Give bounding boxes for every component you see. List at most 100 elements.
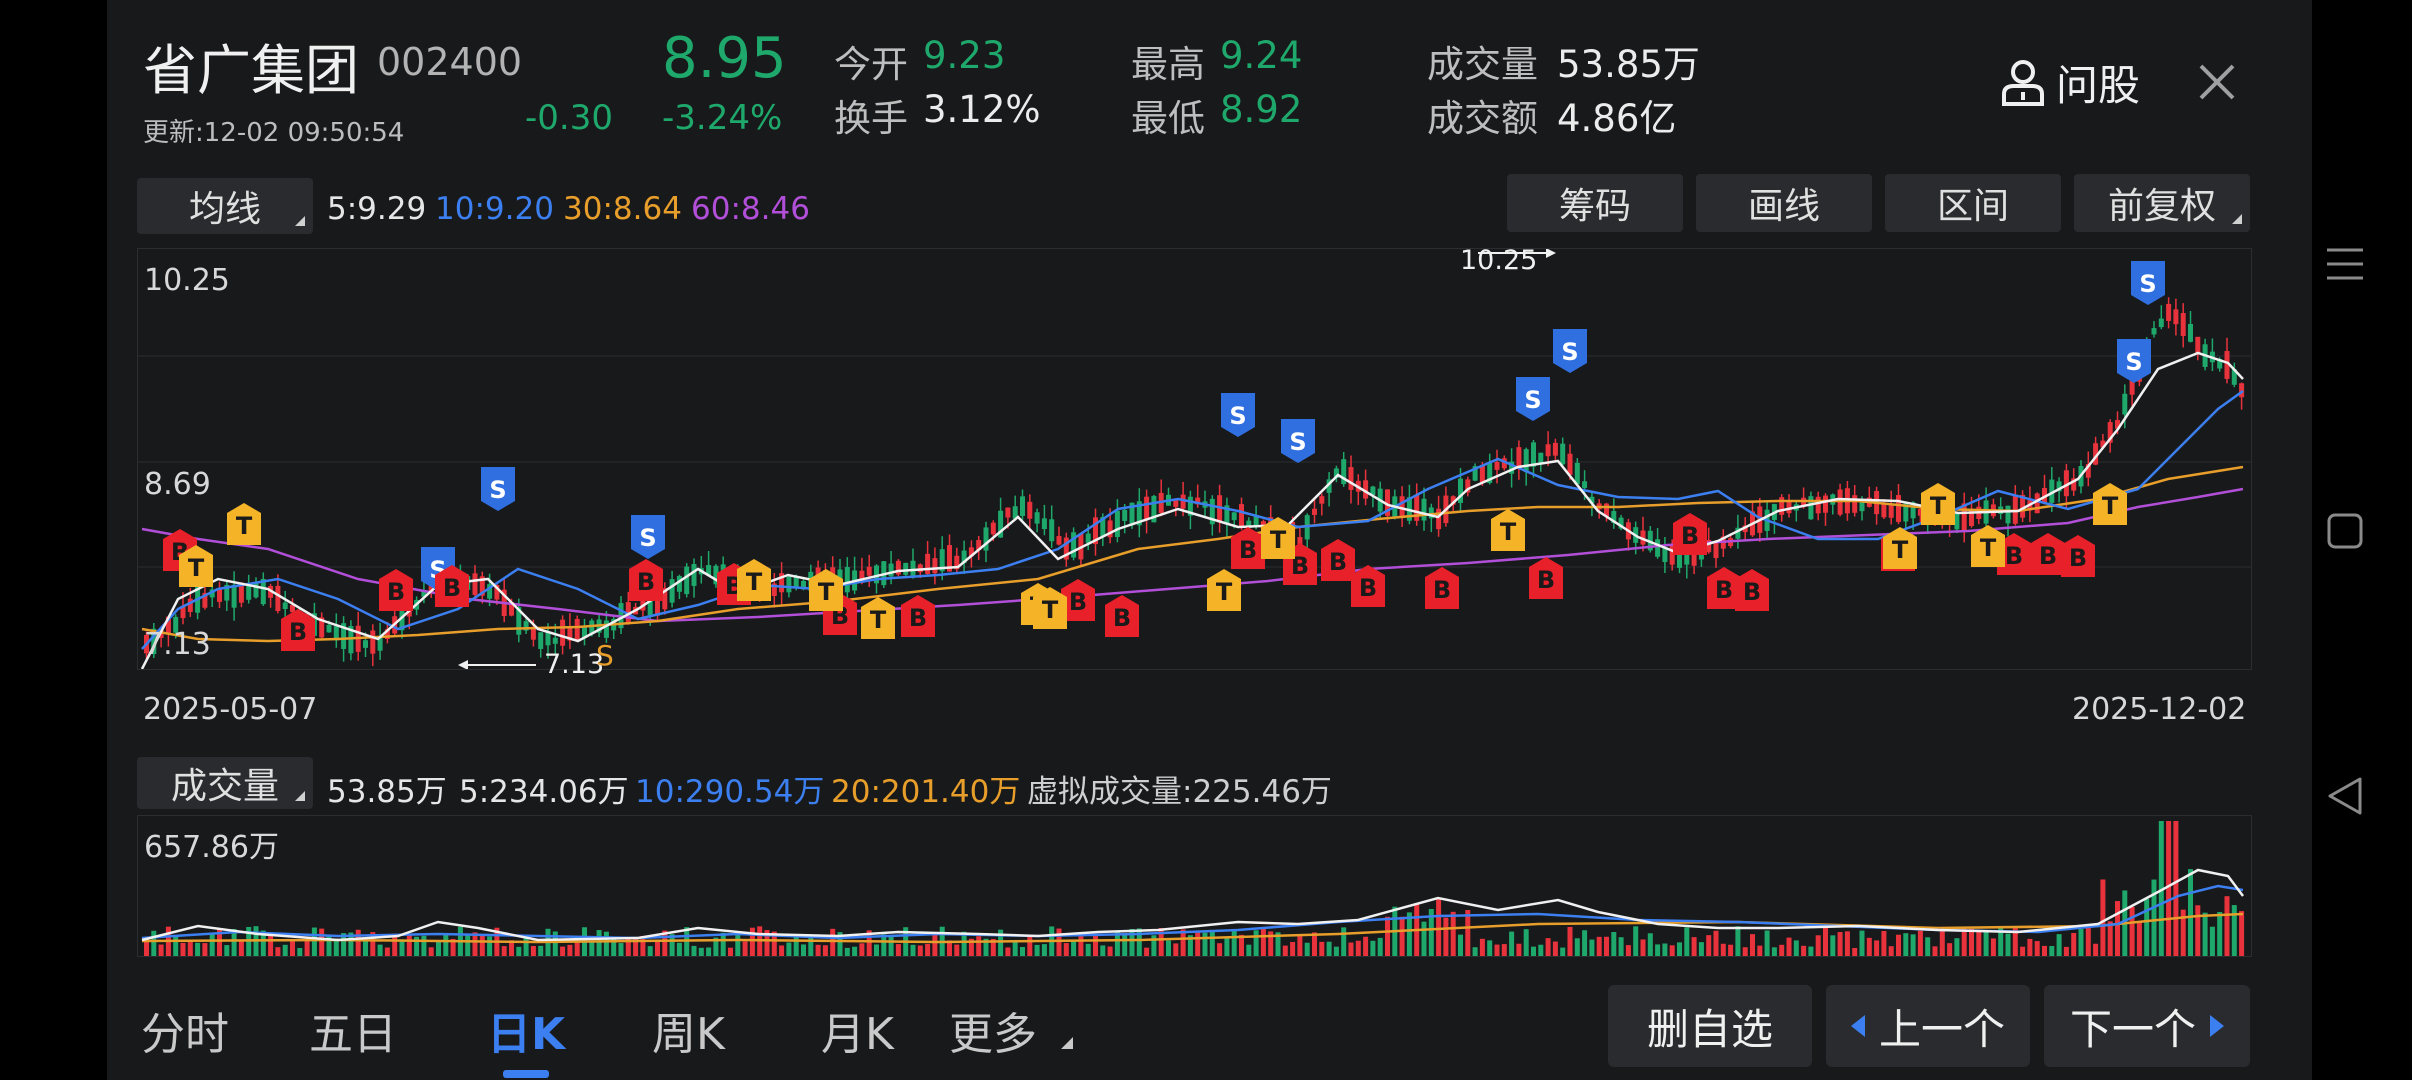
volume-bar bbox=[348, 932, 354, 956]
candle-body bbox=[1859, 501, 1865, 512]
volume-bar bbox=[968, 938, 974, 956]
volume-bar bbox=[1998, 927, 2004, 956]
price-change-pct: -3.24% bbox=[662, 98, 783, 138]
candle-body bbox=[2151, 328, 2157, 335]
tab-daily-k[interactable]: 日K bbox=[487, 1009, 566, 1060]
kline-y-mid: 8.69 bbox=[144, 467, 211, 502]
volume-bar bbox=[1122, 934, 1128, 956]
volume-bar bbox=[1939, 928, 1945, 956]
volume-selector-label: 成交量 bbox=[170, 766, 279, 807]
back-icon[interactable] bbox=[2326, 776, 2364, 816]
volume-bar bbox=[2027, 938, 2033, 956]
volume-bar bbox=[1990, 938, 1996, 956]
kline-chart[interactable]: SSSSSSSSSBBBBBBBBBBBBBBBBBBBBBBBTTTTTTTT… bbox=[137, 245, 2252, 680]
candle-body bbox=[1187, 496, 1193, 516]
tab-more[interactable]: 更多 bbox=[949, 998, 1073, 1062]
signal-badge-t: T bbox=[1921, 483, 1955, 525]
menu-icon[interactable] bbox=[2325, 244, 2365, 284]
candle-body bbox=[1815, 496, 1821, 514]
volume-bar bbox=[501, 946, 507, 956]
candle-body bbox=[538, 632, 544, 649]
volume-bar bbox=[1859, 930, 1865, 956]
tab-weekly-k[interactable]: 周K bbox=[652, 1009, 725, 1060]
volume-bar bbox=[1436, 898, 1442, 956]
next-stock-button[interactable]: 下一个 bbox=[2044, 985, 2250, 1067]
close-icon[interactable] bbox=[2197, 62, 2237, 102]
volume-chart[interactable]: 657.86万 bbox=[137, 815, 2252, 957]
chips-button[interactable]: 筹码 bbox=[1507, 174, 1683, 232]
volume-bar bbox=[1187, 935, 1193, 956]
candle-body bbox=[2100, 440, 2106, 448]
volume-bar bbox=[1195, 931, 1201, 956]
stock-detail-app: 省广集团 002400 更新:12-02 09:50:54 8.95 -0.30… bbox=[107, 0, 2312, 1080]
volume-selector[interactable]: 成交量 bbox=[137, 757, 313, 809]
ma-selector[interactable]: 均线 bbox=[137, 178, 313, 234]
candle-body bbox=[1611, 511, 1617, 524]
volume-bar bbox=[1158, 928, 1164, 956]
signal-badge-s: S bbox=[1281, 419, 1315, 463]
signal-badge-letter: B bbox=[1113, 604, 1131, 632]
volume-bar bbox=[1779, 944, 1785, 956]
candle-body bbox=[647, 591, 653, 616]
candle-body bbox=[1005, 507, 1011, 518]
volume-bar bbox=[1166, 940, 1171, 956]
candle-body bbox=[560, 619, 566, 646]
ask-stock-button[interactable]: 问股 bbox=[2000, 52, 2140, 113]
candle-body bbox=[363, 640, 368, 648]
signal-badge-letter: B bbox=[443, 574, 461, 602]
volume-bar bbox=[742, 941, 748, 956]
volume-bar bbox=[1545, 938, 1551, 956]
candle-body bbox=[224, 584, 230, 601]
volume-bar bbox=[1370, 940, 1376, 956]
volume-bar bbox=[1720, 943, 1726, 956]
candle-body bbox=[472, 573, 478, 595]
signal-badge-b: B bbox=[2031, 533, 2065, 575]
candle-body bbox=[2239, 383, 2245, 398]
candle-body bbox=[1027, 501, 1033, 519]
volume-bar bbox=[1209, 931, 1215, 956]
adjust-button[interactable]: 前复权 bbox=[2074, 174, 2250, 232]
volume-svg bbox=[141, 821, 2245, 956]
prev-stock-button[interactable]: 上一个 bbox=[1826, 985, 2030, 1067]
chips-label: 筹码 bbox=[1558, 186, 1631, 227]
candle-body bbox=[910, 560, 916, 576]
volume-bar bbox=[1837, 932, 1843, 956]
candle-body bbox=[2180, 313, 2186, 336]
candle-body bbox=[1085, 533, 1091, 543]
tab-five-day[interactable]: 五日 bbox=[309, 1009, 397, 1060]
prev-stock-label: 上一个 bbox=[1878, 1004, 2005, 1054]
volume-bar bbox=[144, 936, 149, 956]
range-label: 区间 bbox=[1936, 186, 2009, 227]
remove-watchlist-button[interactable]: 删自选 bbox=[1608, 985, 1812, 1067]
candle-body bbox=[1910, 502, 1916, 519]
square-icon[interactable] bbox=[2326, 512, 2364, 550]
volume-bar bbox=[509, 940, 514, 956]
volume-bar bbox=[158, 944, 164, 956]
candle-body bbox=[1472, 466, 1478, 481]
volume-bar bbox=[523, 936, 529, 956]
candle-body bbox=[2122, 393, 2128, 415]
volume-bar bbox=[1312, 932, 1317, 956]
candle-body bbox=[202, 592, 208, 608]
tab-monthly-k[interactable]: 月K bbox=[821, 1009, 894, 1060]
tab-intraday[interactable]: 分时 bbox=[141, 1009, 229, 1060]
volume-bar bbox=[596, 930, 602, 956]
candle-body bbox=[1239, 504, 1244, 528]
candle-body bbox=[1049, 519, 1055, 542]
candle-body bbox=[1363, 480, 1369, 499]
volume-bar bbox=[655, 939, 660, 956]
candle-body bbox=[187, 598, 193, 612]
volume-bar bbox=[1691, 937, 1697, 956]
range-button[interactable]: 区间 bbox=[1885, 174, 2061, 232]
volume-bar bbox=[1494, 944, 1500, 956]
candle-body bbox=[582, 626, 587, 638]
candle-body bbox=[494, 585, 500, 600]
volume-bar bbox=[487, 936, 493, 956]
date-end: 2025-12-02 bbox=[2072, 692, 2247, 727]
volume-bar bbox=[2224, 896, 2230, 956]
draw-button[interactable]: 画线 bbox=[1696, 174, 1872, 232]
volume-bar bbox=[822, 945, 828, 956]
candle-body bbox=[925, 553, 931, 574]
signal-badge-b: B bbox=[1529, 557, 1563, 599]
volume-bar bbox=[1304, 942, 1310, 956]
